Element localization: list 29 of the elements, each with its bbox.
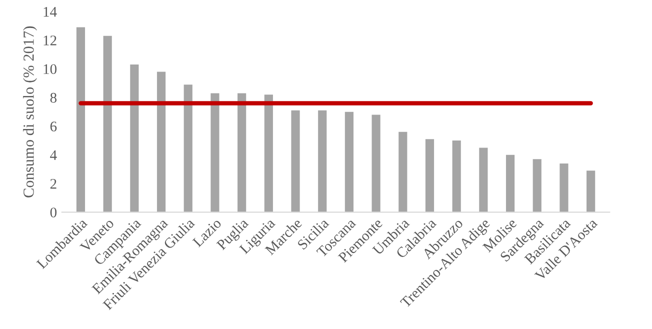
y-tick-label: 2 — [50, 178, 56, 189]
bar — [479, 148, 488, 212]
bar — [425, 139, 434, 212]
y-tick-label: 4 — [50, 150, 57, 160]
bar — [372, 114, 380, 212]
y-tick-label: 10 — [44, 64, 57, 74]
bar — [532, 159, 542, 212]
bar — [156, 72, 166, 212]
y-tick-label: 14 — [44, 6, 57, 17]
y-tick-label: 8 — [50, 92, 57, 103]
bar — [586, 170, 596, 212]
bar — [264, 94, 273, 212]
bar — [452, 140, 461, 212]
bar — [344, 112, 354, 212]
bar — [506, 154, 515, 212]
bar — [76, 27, 86, 212]
y-tick-label: 0 — [50, 208, 57, 218]
bar — [560, 163, 568, 212]
bar — [130, 64, 139, 212]
bar — [103, 36, 112, 212]
y-tick-label: 6 — [50, 122, 57, 132]
bar — [210, 93, 220, 212]
bar — [238, 93, 246, 212]
bar — [318, 110, 327, 212]
bar — [398, 132, 408, 212]
y-axis-title: Consumo di suolo (% 2017) — [23, 26, 37, 198]
y-tick-label: 12 — [44, 36, 56, 46]
bar — [184, 84, 192, 212]
bar — [291, 110, 300, 212]
